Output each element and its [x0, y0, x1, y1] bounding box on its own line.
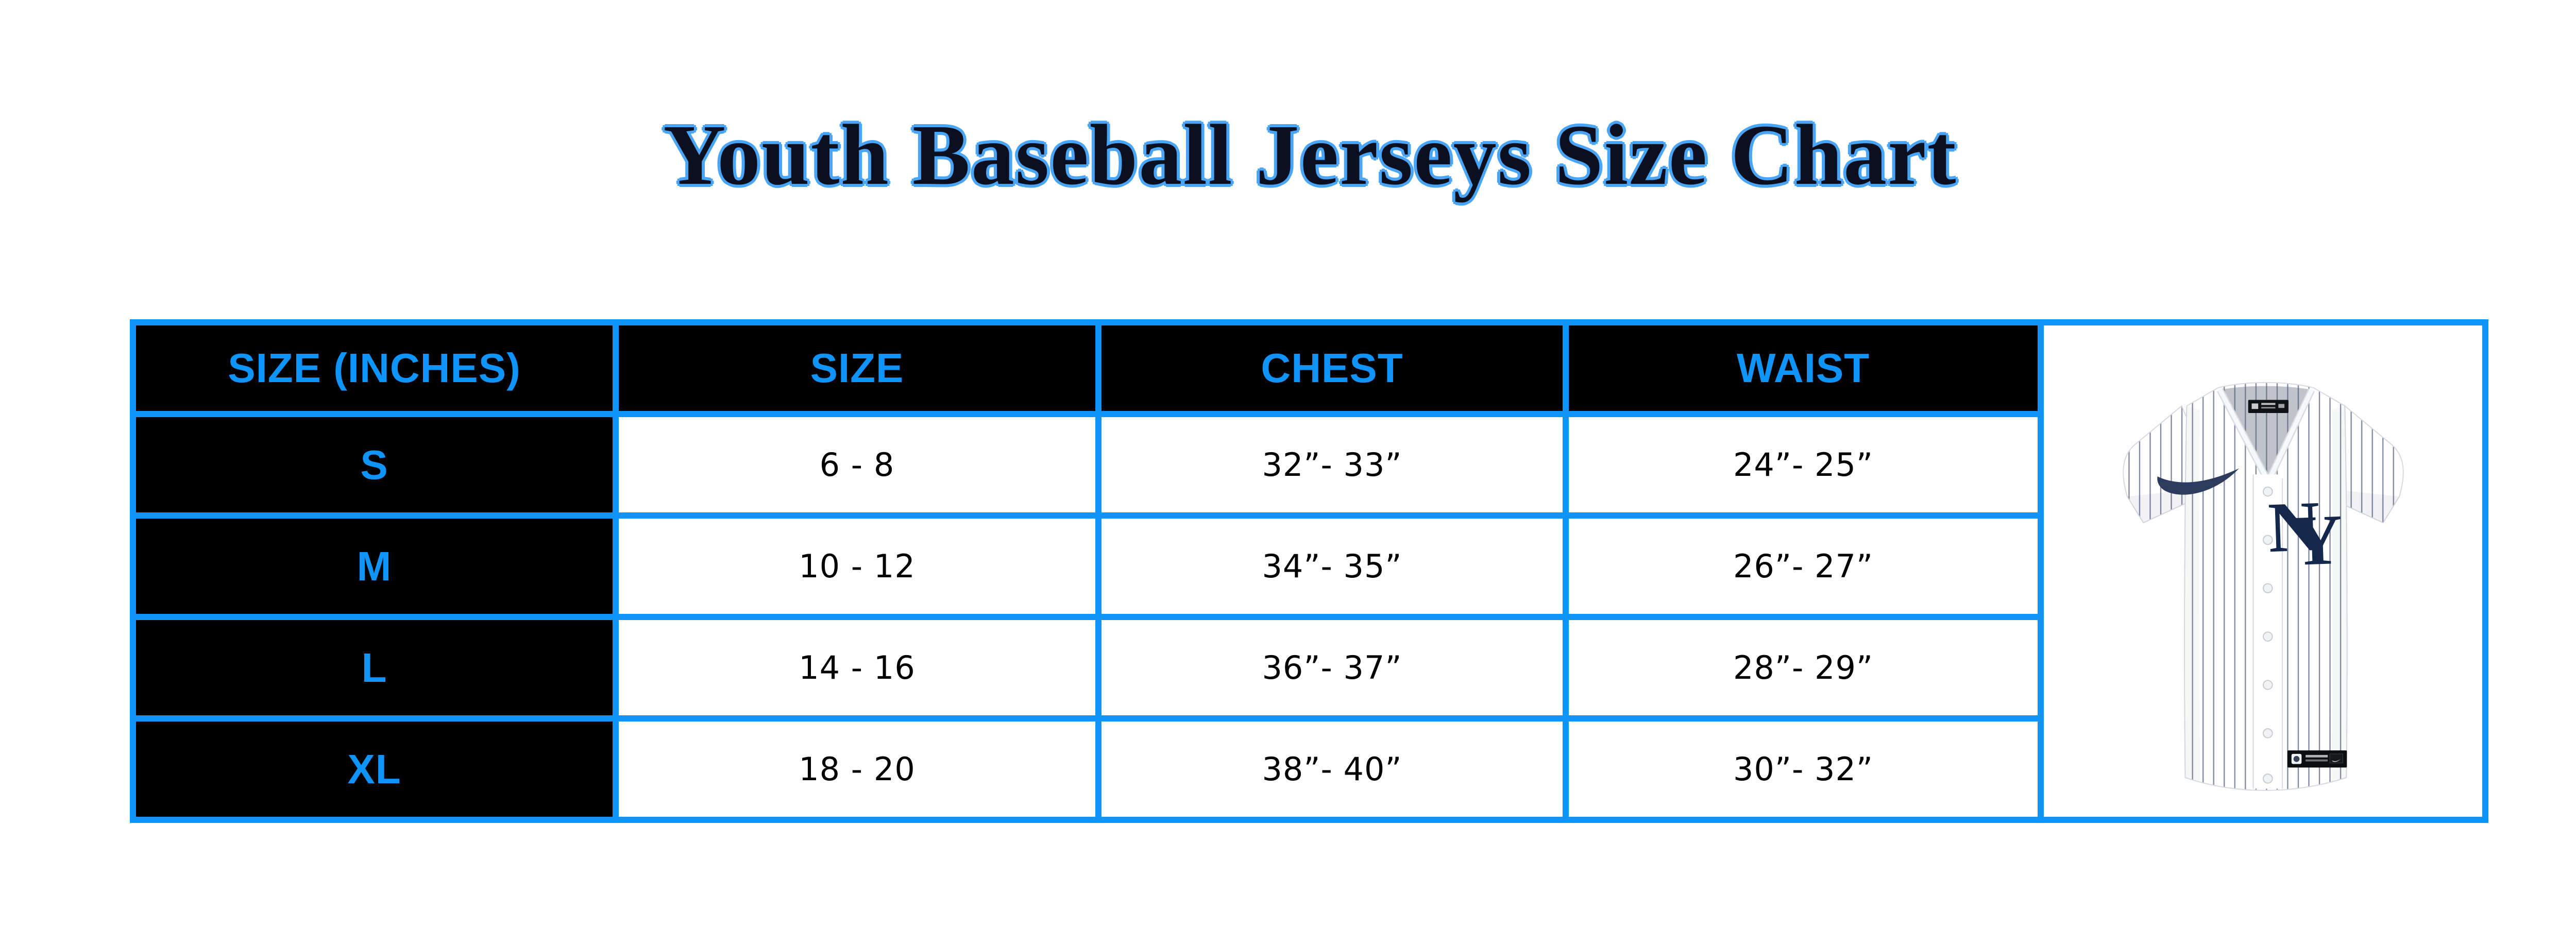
data-cell-s-waist: 24”- 25” [1569, 417, 2038, 512]
data-cell-m-size: 10 - 12 [619, 519, 1095, 614]
ny-logo: N Y [2267, 487, 2344, 581]
data-cell-xl-chest: 38”- 40” [1101, 721, 1563, 817]
data-cell-s-size: 6 - 8 [619, 417, 1095, 512]
jock-tag [2287, 750, 2347, 768]
data-cell-l-chest: 36”- 37” [1101, 620, 1563, 715]
size-label-cell-m: M [136, 519, 613, 614]
column-header-size: SIZE [619, 325, 1095, 411]
page-title: Youth Baseball Jerseys Size Chart [663, 107, 1957, 203]
data-cell-xl-size: 18 - 20 [619, 721, 1095, 817]
jersey-buttons [2262, 486, 2273, 784]
column-header-size-inches: SIZE (INCHES) [136, 325, 613, 411]
size-label-cell-s: S [136, 417, 613, 512]
size-chart-table: SIZE (INCHES) SIZE CHEST WAIST S 6 - 8 3… [130, 319, 2488, 823]
data-cell-m-chest: 34”- 35” [1101, 519, 1563, 614]
data-cell-s-chest: 32”- 33” [1101, 417, 1563, 512]
column-header-chest: CHEST [1101, 325, 1563, 411]
size-label-cell-l: L [136, 620, 613, 715]
data-cell-l-size: 14 - 16 [619, 620, 1095, 715]
ny-logo-n: N [2267, 487, 2321, 568]
size-label-cell-xl: XL [136, 721, 613, 817]
data-cell-l-waist: 28”- 29” [1569, 620, 2038, 715]
jersey-right-sleeve [2334, 405, 2404, 524]
data-cell-xl-waist: 30”- 32” [1569, 721, 2038, 817]
data-cell-m-waist: 26”- 27” [1569, 519, 2038, 614]
jersey-panel: N Y [2044, 325, 2482, 817]
jersey-neck-opening [2219, 386, 2312, 482]
jersey-image: N Y [2122, 382, 2404, 791]
neck-label [2248, 400, 2289, 413]
nike-swoosh-icon [2157, 468, 2239, 495]
ny-logo-y: Y [2289, 500, 2344, 581]
column-header-waist: WAIST [1569, 325, 2038, 411]
